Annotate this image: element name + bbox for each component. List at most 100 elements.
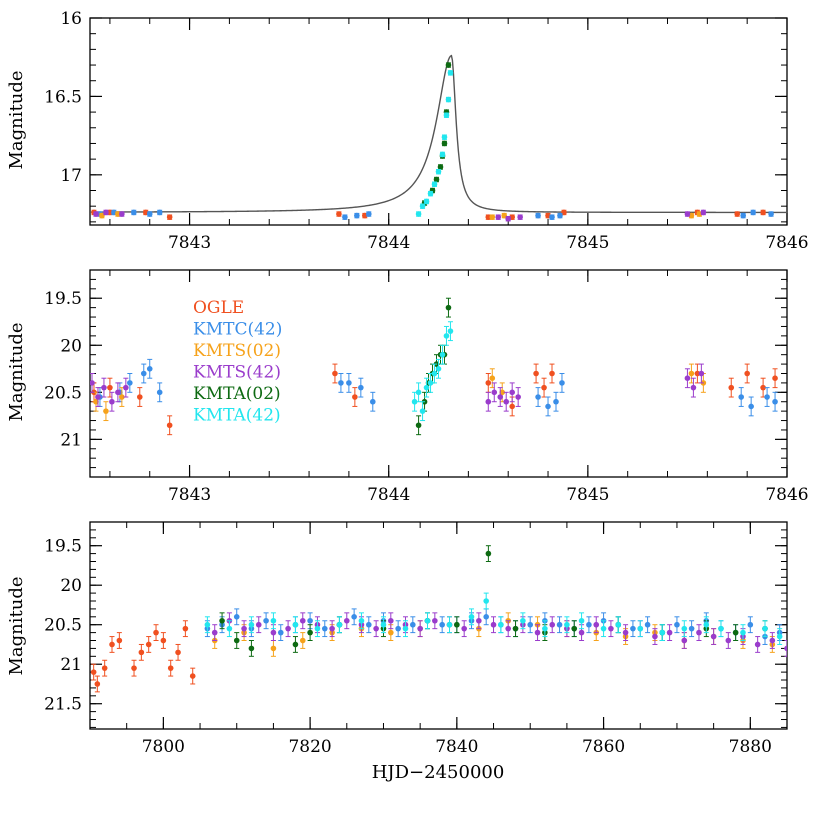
kmta-42-point [435,168,442,175]
kmts-02-point [93,398,99,405]
kmts-42-point [698,370,705,377]
panel-2-ylabel: Magnitude [6,576,27,675]
kmta-42-point [564,621,570,628]
panel-2-ytick-label: 21.5 [44,695,82,715]
kmts-42-point [517,214,523,220]
kmta-02-point [433,176,440,183]
ogle-point [166,422,173,429]
kmts-42-point [211,629,218,636]
kmtc-42-point [346,380,352,386]
kmts-42-point [593,621,600,628]
ogle-point [94,681,101,687]
panel-2-xlabel: HJD−2450000 [372,762,505,783]
ogle-point [760,384,766,391]
kmtc-42-point [549,214,555,220]
kmts-42-point [241,625,247,632]
panel-0-ytick-label: 16 [60,9,82,29]
kmts-42-point [549,621,556,628]
kmtc-42-point [545,403,551,410]
kmta-02-point [512,625,519,632]
kmtc-42-point [410,621,416,628]
kmta-42-point [431,370,438,377]
kmta-02-point [437,164,444,170]
kmtc-42-point [233,614,240,620]
kmts-42-point [461,625,467,632]
kmta-42-point [703,621,710,628]
kmts-42-point [684,211,691,217]
kmts-42-point [490,621,497,628]
kmts-02-point [388,629,394,636]
ogle-point [153,629,159,636]
kmta-42-point [314,625,321,632]
panel-2-ytick-label: 19.5 [44,537,82,557]
ogle-point [332,370,338,377]
ogle-point [533,370,539,377]
kmts-42-point [497,394,504,400]
kmta-42-point [681,625,688,632]
kmta-42-point [435,365,442,372]
kmts-42-point [388,617,394,624]
kmts-42-point [690,384,697,391]
panel-2-xtick-label: 7800 [142,737,185,757]
kmtc-42-point [277,629,284,636]
kmtc-42-point [321,625,328,632]
kmta-42-point [419,408,426,414]
kmts-42-point [495,214,502,220]
kmta-02-point [441,140,448,147]
kmta-42-point [380,621,387,628]
kmta-42-point [498,621,504,628]
kmts-42-point [90,380,95,386]
kmta-42-point [336,621,343,628]
kmts-02-point [489,214,496,220]
kmtc-42-point [768,211,774,217]
kmta-42-point [415,389,422,396]
kmts-42-point [343,617,350,624]
ogle-point [138,649,145,656]
ogle-point [166,214,173,220]
kmta-02-point [445,62,452,68]
kmta-02-point [219,617,225,624]
kmts-42-point [119,211,125,217]
ogle-point [116,637,123,644]
ogle-point [509,403,515,410]
kmtc-42-point [586,621,592,628]
kmts-42-point [95,394,101,400]
kmta-02-point [248,645,255,652]
panel-2-ytick-label: 21 [60,655,82,675]
panel-zoom-peak: Magnitude 7843 7844 7845 7846 16 16.5 17 [6,9,809,253]
panel-1-ytick-label: 20.5 [44,383,82,403]
legend-entry-ogle: OGLE [193,298,244,318]
kmta-02-point [307,629,313,636]
kmta-02-point [454,621,460,628]
kmts-42-point [505,215,512,222]
kmtc-42-point [559,380,565,386]
kmta-02-point [233,637,240,644]
kmts-42-point [515,394,521,400]
kmts-02-point [489,375,496,382]
kmts-42-point [299,617,306,624]
kmts-02-point [501,212,508,219]
panel-0-ytick-label: 17 [60,166,82,186]
kmta-42-point [615,621,622,628]
kmts-02-point [103,408,109,414]
panel-0-xtick-label: 7846 [765,233,808,253]
kmts-42-point [93,211,99,217]
kmtc-42-point [366,211,372,217]
panel-2-ytick-label: 20 [60,576,82,596]
kmta-42-point [740,629,746,636]
kmtc-42-point [354,212,360,219]
kmta-42-point [439,351,446,358]
kmta-42-point [600,625,607,632]
kmts-42-point [285,625,291,632]
legend-entry-kmts-02: KMTS(02) [193,341,281,361]
kmts-42-point [700,209,707,216]
panel-full-season: Magnitude HJD−2450000 7800 7820 7840 7860 78… [6,521,788,783]
kmta-42-point [762,625,768,632]
kmts-02-point [115,211,121,217]
kmta-42-point [439,151,446,158]
panel-1-ytick-label: 21 [60,430,82,450]
kmta-42-point [424,617,431,624]
kmtc-42-point [439,621,445,628]
ogle-point [189,673,196,679]
